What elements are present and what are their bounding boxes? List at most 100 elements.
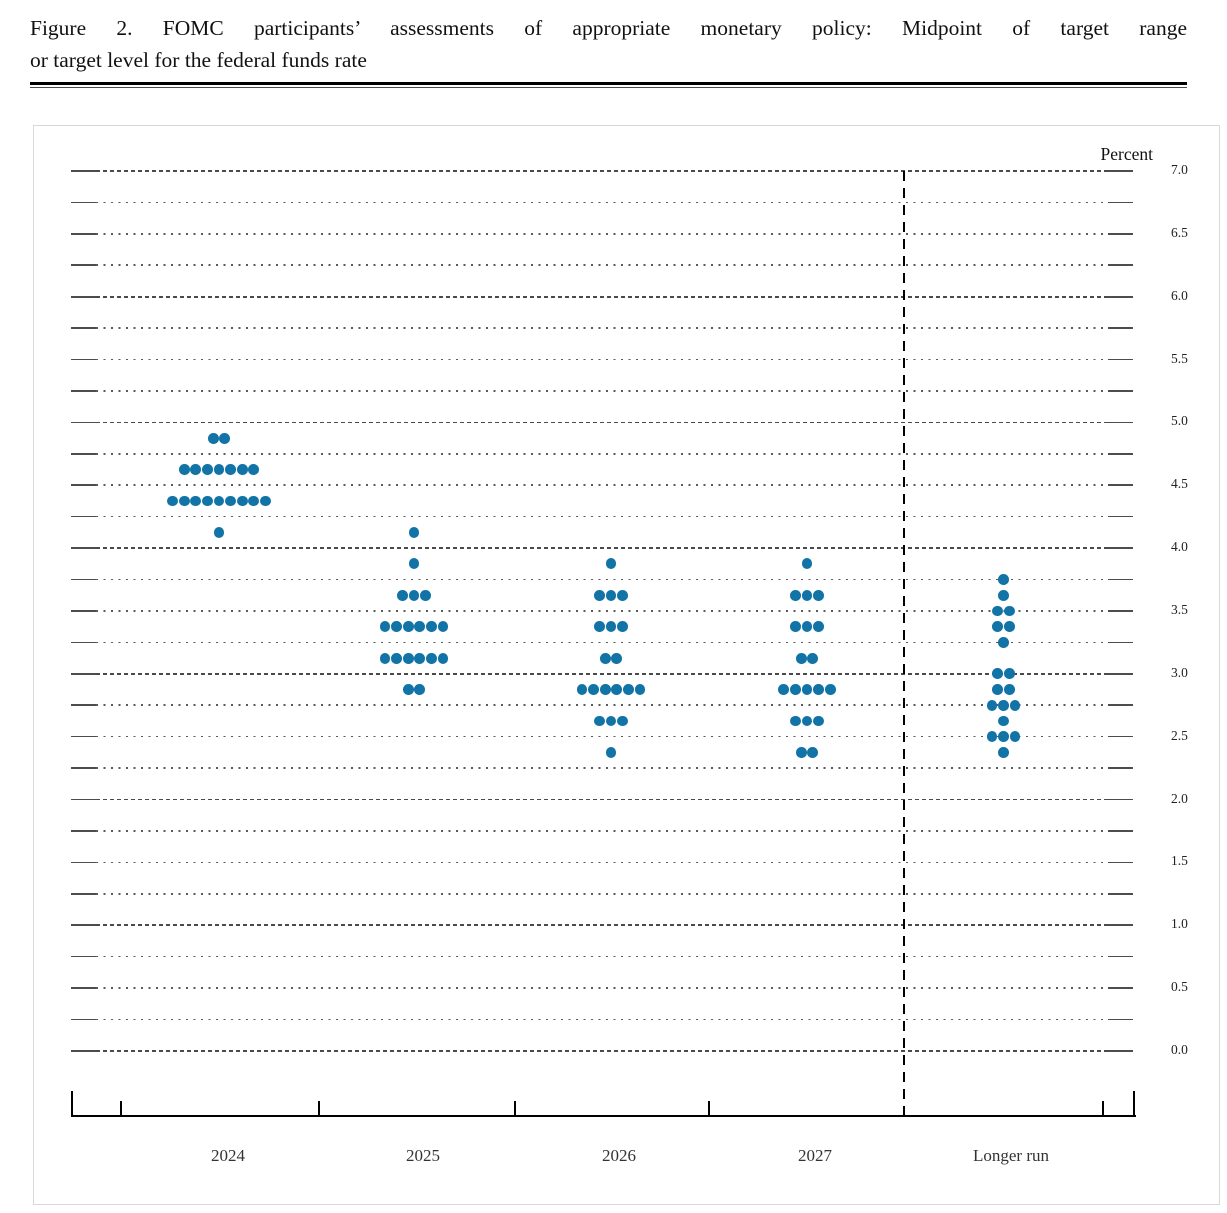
projection-dot bbox=[248, 464, 260, 475]
projection-dot bbox=[801, 558, 813, 570]
projection-dot bbox=[813, 715, 824, 727]
gridline-right-tick bbox=[1108, 987, 1133, 989]
projection-dot bbox=[391, 652, 402, 664]
projection-dot bbox=[1003, 668, 1015, 680]
gridline bbox=[71, 924, 1133, 927]
gridline-left-tick bbox=[71, 1018, 96, 1021]
gridline-right-tick bbox=[1108, 453, 1133, 455]
gridline-left-tick bbox=[71, 233, 96, 235]
gridline-left-tick bbox=[71, 641, 96, 644]
gridline-right-tick bbox=[1108, 327, 1133, 329]
projection-dot bbox=[813, 621, 824, 633]
gridline-left-tick bbox=[71, 861, 96, 864]
gridline-left-tick bbox=[71, 830, 96, 832]
projection-dot bbox=[213, 464, 225, 475]
projection-dot bbox=[219, 432, 231, 444]
projection-dot bbox=[225, 495, 236, 507]
projection-dot bbox=[236, 495, 248, 507]
gridline-right-tick bbox=[1108, 358, 1133, 361]
gridline-dots bbox=[96, 453, 1108, 455]
x-axis-tick bbox=[708, 1100, 710, 1117]
x-axis-tick bbox=[1133, 1090, 1135, 1117]
projection-dot bbox=[623, 684, 634, 695]
gridline-left-tick bbox=[71, 610, 96, 612]
gridline bbox=[71, 704, 1133, 707]
gridline-right-tick bbox=[1108, 264, 1133, 267]
projection-dot bbox=[414, 621, 426, 633]
gridline bbox=[71, 641, 1133, 644]
gridline bbox=[71, 453, 1133, 455]
projection-dot bbox=[1003, 605, 1015, 617]
gridline-left-tick bbox=[71, 798, 96, 801]
gridline bbox=[71, 1018, 1133, 1021]
projection-dot bbox=[1009, 731, 1021, 743]
gridline-dots bbox=[96, 1018, 1108, 1021]
gridline bbox=[71, 295, 1133, 298]
projection-dot bbox=[426, 652, 437, 664]
projection-dot bbox=[402, 621, 414, 633]
gridline-dots bbox=[96, 201, 1108, 204]
projection-dot bbox=[790, 621, 801, 633]
gridline bbox=[71, 327, 1133, 329]
projection-dot bbox=[248, 495, 260, 507]
projection-dot bbox=[778, 684, 790, 695]
projection-dot bbox=[992, 605, 1004, 617]
gridline-dots bbox=[96, 955, 1108, 958]
gridline-left-tick bbox=[71, 1050, 96, 1052]
gridline-right-tick bbox=[1108, 233, 1133, 235]
gridline bbox=[71, 673, 1133, 675]
gridline-dots bbox=[96, 484, 1108, 487]
gridline bbox=[71, 421, 1133, 424]
gridline-right-tick bbox=[1108, 610, 1133, 612]
gridline bbox=[71, 484, 1133, 487]
projection-dot bbox=[813, 684, 824, 695]
projection-dot bbox=[801, 589, 813, 601]
projection-dot bbox=[402, 652, 414, 664]
title-divider-rule bbox=[30, 82, 1187, 88]
gridline bbox=[71, 264, 1133, 267]
y-tick-label: 5.0 bbox=[1171, 413, 1188, 429]
figure-title-line2: or target level for the federal funds ra… bbox=[30, 48, 367, 73]
gridline-right-tick bbox=[1108, 641, 1133, 644]
figure-title: Figure 2. FOMC participants’ assessments… bbox=[30, 12, 1187, 77]
gridline-right-tick bbox=[1108, 798, 1133, 801]
gridline bbox=[71, 201, 1133, 204]
projection-dot bbox=[190, 495, 202, 507]
projection-dot bbox=[998, 589, 1009, 601]
gridline bbox=[71, 610, 1133, 612]
gridline-left-tick bbox=[71, 767, 96, 769]
gridline-left-tick bbox=[71, 453, 96, 455]
gridline-left-tick bbox=[71, 484, 96, 487]
projection-dot bbox=[178, 495, 190, 507]
gridline-left-tick bbox=[71, 955, 96, 958]
gridline bbox=[71, 170, 1133, 172]
gridline-left-tick bbox=[71, 390, 96, 392]
gridline-left-tick bbox=[71, 547, 96, 549]
y-tick-label: 0.0 bbox=[1171, 1041, 1188, 1057]
projection-dot bbox=[391, 621, 402, 633]
y-tick-label: 3.0 bbox=[1171, 664, 1188, 680]
projection-dot bbox=[260, 495, 271, 507]
projection-dot bbox=[617, 715, 628, 727]
projection-dot bbox=[605, 558, 617, 570]
x-category-label: 2025 bbox=[406, 1146, 440, 1165]
gridline-right-tick bbox=[1108, 704, 1133, 707]
gridline-dots bbox=[96, 421, 1108, 424]
projection-dot bbox=[795, 652, 807, 664]
y-tick-label: 5.5 bbox=[1171, 350, 1188, 366]
gridline-right-tick bbox=[1108, 924, 1133, 927]
projection-dot bbox=[599, 652, 611, 664]
projection-dot bbox=[992, 621, 1004, 633]
gridline bbox=[71, 987, 1133, 989]
projection-dot bbox=[998, 699, 1009, 711]
projection-dot bbox=[992, 668, 1004, 680]
projection-dot bbox=[594, 715, 605, 727]
projection-dot bbox=[594, 621, 605, 633]
gridline-dots bbox=[96, 1050, 1108, 1052]
projection-dot bbox=[617, 621, 628, 633]
projection-dot bbox=[807, 652, 819, 664]
projection-dot bbox=[190, 464, 202, 475]
projection-dot bbox=[213, 495, 225, 507]
x-category-label: 2026 bbox=[602, 1146, 636, 1165]
